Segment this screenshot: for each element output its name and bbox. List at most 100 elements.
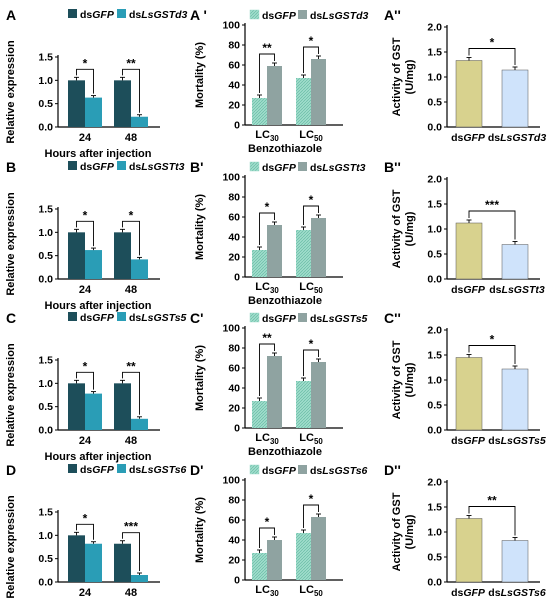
- expression-y-tick-label: 0.0: [38, 577, 53, 589]
- legend-swatch-target: [298, 465, 307, 474]
- significance-bracket: [303, 46, 319, 73]
- bar-target: [311, 517, 326, 580]
- bar-target: [131, 418, 148, 430]
- activity-y-tick-label: 1.0: [427, 72, 442, 84]
- activity-panel: A'' 0.0 0.5 1.0 1.5 2.0 * dsGFP dsLsGSTd3 Activit…: [384, 7, 546, 144]
- bar-target: [85, 250, 102, 279]
- x-tick-label: 48: [125, 284, 137, 296]
- panel-label: C'': [384, 310, 401, 326]
- activity-panel: B'' 0.0 0.5 1.0 1.5 2.0 *** dsGFP dsLsGSTt3 Activ…: [384, 159, 545, 296]
- significance-bracket: [122, 220, 140, 256]
- bar-dsgfp: [252, 98, 267, 125]
- panel-label: A ': [190, 7, 207, 23]
- expression-y-tick-label: 0.0: [38, 425, 53, 437]
- mortality-panel: A ' 0 20 40 60 80 100 dsGFP dsLsGSTd3 ** LC30 * LC50…: [190, 7, 369, 155]
- bar-dsgfp: [252, 401, 267, 428]
- legend-swatch-dsgfp: [249, 9, 260, 20]
- bar-dsgfp: [114, 232, 131, 279]
- legend-label-dsgfp: dsGFP: [262, 465, 297, 477]
- y-axis-label: Relative expression: [5, 192, 17, 296]
- expression-panel: D0.00.51.01.5dsGFPdsLsGSTs6*24***48Hours…: [5, 462, 187, 598]
- legend-swatch-dsgfp: [249, 464, 260, 475]
- bar-target: [311, 218, 326, 277]
- bar-target: [267, 540, 282, 580]
- significance-bracket-star: **: [487, 494, 497, 508]
- activity-y-tick-label: 2.0: [427, 477, 442, 489]
- expression-y-tick-label: 0.5: [38, 98, 53, 110]
- bar-dsgfp: [114, 543, 131, 582]
- y-axis-label: Mortality (%): [194, 194, 206, 260]
- y-axis-label-unit: (U/mg): [404, 211, 416, 246]
- legend-swatch-target: [117, 464, 126, 473]
- activity-y-tick-label: 0.0: [427, 577, 442, 589]
- mortality-y-tick-label: 0: [234, 272, 240, 284]
- bar-target: [501, 69, 529, 128]
- expression-y-tick-label: 1.5: [38, 355, 53, 367]
- significance-bracket: [259, 53, 275, 93]
- expression-y-tick-label: 0.0: [38, 274, 53, 286]
- y-axis-label: Activity of GST: [391, 340, 403, 419]
- y-axis-label: Mortality (%): [194, 345, 206, 411]
- mortality-panel: B' 0 20 40 60 80 100 dsGFP dsLsGSTt3 * LC30 * LC50Be…: [190, 159, 366, 307]
- legend-swatch-target: [298, 10, 307, 19]
- legend-swatch-target: [298, 162, 307, 171]
- expression-y-tick-label: 0.5: [38, 401, 53, 413]
- x-tick-label: LC50: [299, 129, 323, 143]
- bar-dsgfp: [68, 383, 85, 430]
- significance-bracket-star: ***: [124, 520, 138, 534]
- activity-y-tick-label: 1.0: [427, 224, 442, 236]
- legend-label-target: dsLsGSTd3: [129, 9, 188, 21]
- significance-bracket-star: **: [126, 56, 136, 70]
- significance-bracket: [468, 48, 516, 65]
- significance-bracket: [76, 523, 94, 540]
- x-tick-label: 24: [79, 435, 92, 447]
- bar-target: [131, 575, 148, 582]
- activity-y-tick-label: 1.5: [427, 199, 442, 211]
- activity-y-tick-label: 0.5: [427, 249, 442, 261]
- activity-panel: C'' 0.0 0.5 1.0 1.5 2.0 * dsGFP dsLsGSTs5 Activit…: [384, 310, 546, 447]
- significance-bracket-star: *: [83, 511, 88, 525]
- x-tick-label: 48: [125, 587, 137, 598]
- mortality-y-tick-label: 20: [228, 555, 240, 567]
- x-tick-label: dsGFP: [451, 435, 486, 447]
- significance-bracket: [259, 343, 275, 396]
- significance-bracket: [303, 349, 319, 376]
- panel-label: B': [190, 159, 203, 175]
- legend-swatch-dsgfp: [68, 312, 77, 321]
- y-axis-label: Mortality (%): [194, 497, 206, 563]
- mortality-y-tick-label: 100: [222, 475, 240, 487]
- x-axis-label: Benzothiazole: [248, 143, 322, 155]
- expression-panel: B 0.0 0.5 1.0 1.5 dsGFP dsLsGSTt3 * 24 * 48 Hours a…: [5, 159, 185, 312]
- y-axis-label-unit: (U/mg): [404, 514, 416, 549]
- significance-bracket-star: *: [309, 34, 314, 48]
- legend-swatch-dsgfp: [249, 312, 260, 323]
- significance-bracket-star: *: [309, 337, 314, 351]
- panel-label: C: [6, 310, 16, 326]
- legend-label-target: dsLsGSTt3: [310, 162, 366, 174]
- significance-bracket: [122, 371, 140, 415]
- y-axis-label: Activity of GST: [391, 37, 403, 116]
- mortality-y-tick-label: 80: [228, 192, 240, 204]
- x-tick-label: dsLsGSTs5: [488, 435, 546, 447]
- significance-bracket-star: *: [265, 515, 270, 529]
- panel-label: D: [6, 462, 16, 478]
- panel-label: C': [190, 310, 203, 326]
- expression-y-tick-label: 1.5: [38, 204, 53, 216]
- expression-y-tick-label: 1.0: [38, 227, 53, 239]
- activity-y-tick-label: 1.5: [427, 47, 442, 59]
- significance-bracket: [468, 345, 516, 364]
- activity-y-tick-label: 2.0: [427, 174, 442, 186]
- y-axis-label-unit: (U/mg): [404, 59, 416, 94]
- significance-bracket: [259, 212, 275, 245]
- bar-dsgfp: [68, 80, 85, 127]
- significance-bracket-star: *: [309, 492, 314, 506]
- bar-target: [501, 368, 529, 431]
- legend-label-target: dsLsGSTt3: [129, 161, 185, 173]
- significance-bracket-star: *: [490, 333, 495, 347]
- bar-dsgfp: [455, 518, 483, 583]
- y-axis-label: Relative expression: [5, 40, 17, 144]
- legend-swatch-target: [117, 161, 126, 170]
- legend-swatch-dsgfp: [68, 9, 77, 18]
- bar-target: [311, 59, 326, 125]
- legend-swatch-target: [298, 313, 307, 322]
